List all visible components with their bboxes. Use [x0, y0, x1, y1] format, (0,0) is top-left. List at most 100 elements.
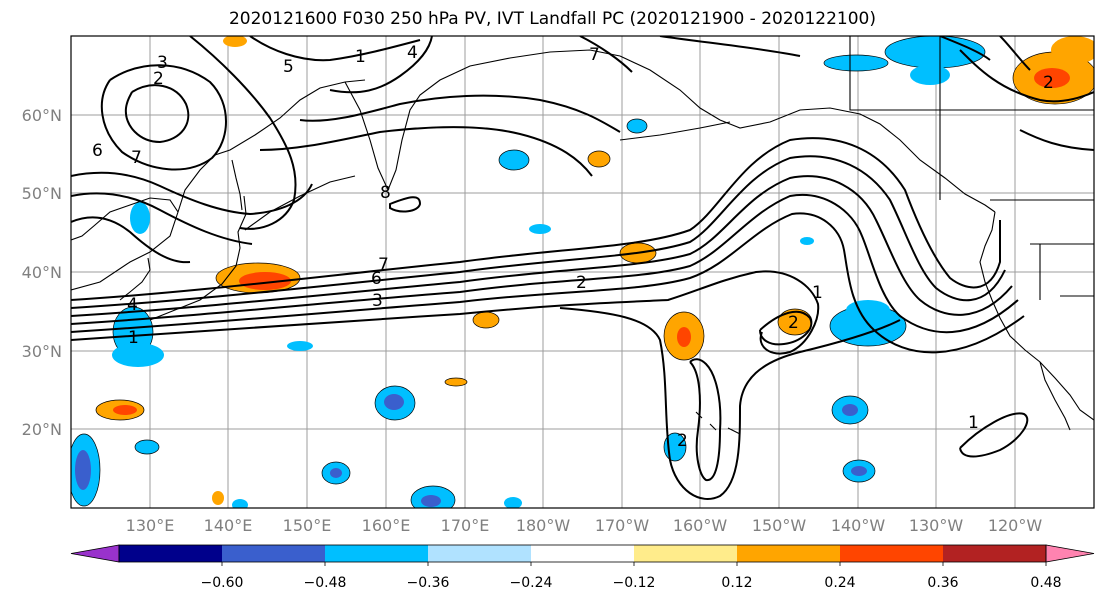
colorbar-tick-label: −0.12	[613, 575, 656, 591]
contour-line	[1019, 129, 1094, 151]
shading-blob	[842, 404, 858, 416]
coastline-sakhalin	[231, 159, 243, 211]
contour-label: 4	[127, 295, 138, 315]
shading-blob	[384, 394, 404, 410]
colorbar-segment	[737, 545, 841, 562]
colorbar-tick-label: −0.24	[510, 575, 553, 591]
shading-blob	[846, 300, 890, 320]
shading-blob	[444, 377, 468, 387]
lon-label: 120°W	[988, 516, 1043, 535]
coastline-okhotsk	[177, 79, 366, 213]
shading-blob	[472, 311, 500, 329]
coastline-kamchatka	[344, 49, 621, 192]
lat-label: 30°N	[22, 342, 62, 361]
contour-label: 1	[812, 283, 823, 303]
contour-line	[71, 137, 1001, 301]
lat-label: 20°N	[22, 420, 62, 439]
shading-blob	[823, 54, 889, 72]
lon-label: 150°E	[283, 516, 332, 535]
shading-blob	[587, 150, 611, 168]
pv-contours	[71, 36, 1094, 500]
colorbar-low-extend	[70, 544, 120, 563]
contour-line	[100, 64, 227, 171]
contour-line	[959, 412, 1029, 458]
shading-blob	[287, 341, 313, 351]
shading-blob	[1034, 68, 1070, 88]
map-frame	[70, 35, 1095, 509]
latitude-labels: 60°N 50°N 40°N 30°N 20°N	[22, 106, 62, 439]
contour-line	[124, 84, 190, 144]
map-title: 2020121600 F030 250 hPa PV, IVT Landfall…	[228, 9, 876, 29]
colorbar-segment	[634, 545, 738, 562]
contour-label: 2	[788, 313, 799, 333]
coastline-asia	[71, 197, 179, 291]
shading-blob	[1051, 36, 1094, 64]
contour-label: 5	[283, 57, 294, 77]
contour-label: 2	[677, 431, 688, 451]
shading-blob	[677, 327, 691, 347]
colorbar-high-extend	[1045, 544, 1095, 563]
lon-label: 140°W	[831, 516, 886, 535]
hudson-border	[849, 36, 1094, 111]
contour-line	[71, 171, 313, 216]
colorbar-tick-label: 0.36	[927, 575, 958, 591]
contour-label: 1	[128, 328, 139, 348]
lon-label: 130°E	[126, 516, 175, 535]
shading-blob	[212, 491, 224, 505]
shading-blob	[239, 272, 291, 290]
shading-blob	[134, 439, 160, 455]
contour-line	[999, 36, 1031, 71]
shading-blob	[232, 499, 248, 508]
contour-line	[959, 49, 1094, 103]
shading-blob	[851, 466, 867, 476]
contour-line	[189, 36, 297, 230]
lon-label: 170°E	[441, 516, 490, 535]
colorbar-segment	[943, 545, 1047, 562]
contour-line	[259, 126, 593, 177]
coastline-korea	[119, 257, 151, 301]
colorbar-tick-label: 0.48	[1030, 575, 1061, 591]
contour-label: 6	[92, 141, 103, 161]
coastline-aleutians	[619, 121, 731, 141]
shading-blob	[800, 237, 814, 245]
contour-line	[329, 36, 433, 94]
contour-line	[299, 94, 621, 133]
colorbar-segment	[325, 545, 429, 562]
colorbar-frame	[118, 544, 1047, 563]
coastline-alaska	[619, 55, 996, 213]
shading-blob	[884, 36, 986, 69]
contour-label: 1	[968, 413, 979, 433]
colorbar-segment	[531, 545, 635, 562]
shading-blob	[75, 450, 91, 490]
lon-label: 130°W	[909, 516, 964, 535]
lon-label: 150°W	[752, 516, 807, 535]
contour-line	[579, 36, 633, 73]
lon-label: 160°E	[362, 516, 411, 535]
contour-line	[559, 307, 901, 500]
contour-line	[389, 196, 422, 213]
coastline-kuril	[244, 175, 356, 231]
contour-label: 1	[355, 47, 366, 67]
lat-label: 60°N	[22, 106, 62, 125]
colorbar-tick-label: −0.60	[201, 575, 244, 591]
colorbar-segment	[119, 545, 223, 562]
shading-blob	[910, 65, 950, 85]
contour-label: 2	[153, 69, 164, 89]
contour-line	[71, 270, 820, 355]
contour-label: 7	[378, 255, 389, 275]
contour-label: 3	[372, 291, 383, 311]
coastline-baja	[1039, 361, 1071, 431]
lon-label: 170°W	[595, 516, 650, 535]
contour-labels: 3 5 6 7 8 2 7 6 3 2 1 2 1 1 1 4 2 4 7 2	[92, 43, 1054, 451]
shading-blob	[223, 36, 247, 47]
contour-line	[71, 216, 191, 264]
colorbar-tick-label: 0.12	[721, 575, 752, 591]
contour-line	[71, 175, 1013, 317]
contour-line	[759, 310, 813, 346]
contour-line	[939, 36, 991, 61]
contour-line	[689, 358, 722, 482]
shading-blob	[504, 497, 522, 508]
colorbar-tick-label: −0.48	[304, 575, 347, 591]
contour-label: 6	[371, 269, 382, 289]
